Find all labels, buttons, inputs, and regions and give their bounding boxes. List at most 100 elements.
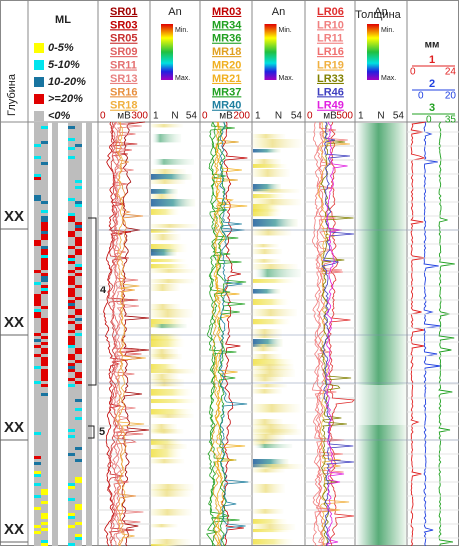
ml-block <box>68 216 75 219</box>
spectrum-band <box>151 484 194 491</box>
ml-block <box>68 336 75 339</box>
ml-block <box>75 267 82 270</box>
spectrum-band <box>253 439 279 446</box>
ml-block <box>41 273 48 276</box>
ml-block <box>34 339 41 342</box>
curve-name: SR11 <box>110 60 137 72</box>
curve-name: LR16 <box>317 46 344 58</box>
ml-block <box>75 327 82 330</box>
spectrum-band <box>151 459 185 464</box>
ml-block <box>41 234 48 237</box>
spectrum-band <box>253 194 287 199</box>
ml-block <box>41 489 48 492</box>
ml-block <box>34 531 41 534</box>
scale-unit: N <box>377 111 384 122</box>
legend-label: <0% <box>48 110 71 122</box>
curve-name: LR46 <box>317 86 344 98</box>
spectrum-band <box>253 429 302 435</box>
ml-block <box>41 501 48 504</box>
ml-block <box>68 300 75 303</box>
ml-block <box>41 291 48 294</box>
spectrum-band <box>151 324 187 329</box>
ml-block <box>41 141 48 144</box>
log-curve <box>103 121 131 546</box>
annotation: 4 <box>100 284 107 296</box>
ml-block <box>41 348 48 351</box>
ml-block <box>75 333 82 336</box>
color-bar <box>161 24 173 80</box>
spectrum-band <box>253 374 284 382</box>
ml-block <box>41 540 48 543</box>
ml-block <box>68 315 75 318</box>
spectrum-band <box>253 169 290 177</box>
spectrum-band <box>151 524 178 528</box>
spectrum-title: An <box>272 6 285 18</box>
ml-block <box>41 222 48 225</box>
spectrum-band <box>151 339 186 347</box>
ml-block <box>34 495 41 498</box>
spectrum-band <box>151 194 178 199</box>
ml-block <box>75 408 82 411</box>
ml-block <box>34 270 41 273</box>
ml-block <box>68 213 75 216</box>
ml-block <box>41 324 48 327</box>
ml-block <box>75 534 82 537</box>
ml-block <box>34 354 41 357</box>
ml-block <box>41 492 48 495</box>
spectrum-band <box>253 289 281 294</box>
bar-max: Max. <box>175 75 190 82</box>
scale-min: 1 <box>358 111 364 122</box>
spectrum-band <box>151 279 195 284</box>
ml-block <box>75 186 82 189</box>
spectrum-band <box>151 249 177 256</box>
spectrum-band <box>151 169 186 175</box>
color-bar <box>367 24 379 80</box>
spectrum-band <box>151 409 195 415</box>
ml-block <box>34 345 41 348</box>
ml-block <box>68 513 75 516</box>
spectrum-band <box>151 159 194 165</box>
ml-block <box>75 477 82 480</box>
spectrum-band <box>253 319 292 325</box>
scale-min: 0 <box>202 111 208 122</box>
curve-name: SR18 <box>110 100 138 112</box>
ml-block <box>75 351 82 354</box>
spectrum-band <box>151 179 186 184</box>
spectrum-title: An <box>374 6 387 18</box>
ml-block <box>75 399 82 402</box>
ml-block <box>68 384 75 387</box>
ml-block <box>41 363 48 366</box>
ml-block <box>75 264 82 267</box>
ml-strip <box>86 122 92 546</box>
thickness-min: 0 <box>418 91 424 102</box>
scale-min: 1 <box>255 111 261 122</box>
ml-block <box>68 276 75 279</box>
ml-block <box>68 156 75 159</box>
thickness-title: Толщина <box>355 9 401 21</box>
depth-label: XX <box>4 314 24 331</box>
ml-block <box>34 195 41 198</box>
spectrum-band <box>151 244 189 253</box>
curve-name: SR01 <box>110 6 138 18</box>
ml-block <box>68 429 75 432</box>
thickness-curve <box>438 121 455 546</box>
ml-block <box>75 297 82 300</box>
curve-name: LR49 <box>317 100 344 112</box>
ml-block <box>75 309 82 312</box>
spectrum-band <box>151 259 188 263</box>
ml-block <box>75 243 82 246</box>
thickness-unit: мм <box>425 40 440 51</box>
ml-block <box>41 330 48 333</box>
spectrum-band <box>151 544 178 546</box>
ml-block <box>41 528 48 531</box>
log-curve <box>213 121 246 546</box>
log-curve <box>327 121 355 546</box>
spectrum-band <box>151 304 181 311</box>
ml-block <box>34 303 41 306</box>
ml-block <box>68 363 75 366</box>
spectrum-band <box>253 384 288 388</box>
spectrum-band <box>151 354 182 360</box>
ml-block <box>68 321 75 324</box>
spectrum-band <box>253 259 281 263</box>
